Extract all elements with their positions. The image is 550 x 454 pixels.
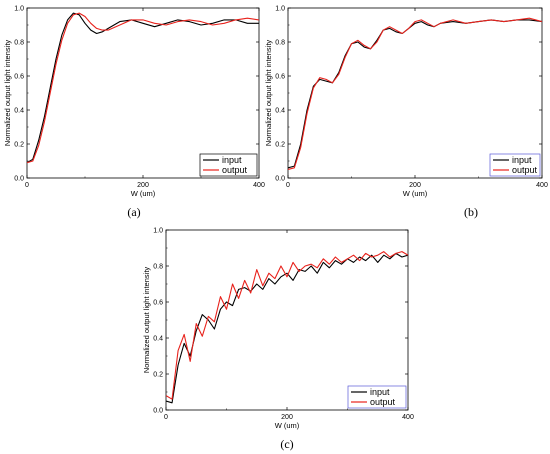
legend-label-input: input [512,155,532,165]
y-tick-label: 0.4 [14,108,24,115]
x-axis-label: W (um) [403,189,428,198]
panel-label: (b) [464,205,478,219]
legend-label-input: input [370,387,390,397]
series-line-output [166,251,408,400]
legend-label-output: output [512,165,538,175]
x-tick-label: 0 [164,414,168,421]
y-tick-label: 0.6 [14,74,24,81]
y-tick-label: 1.0 [275,6,285,13]
legend-label-output: output [222,165,248,175]
y-tick-label: 0.0 [153,408,163,415]
series-line-input [288,19,542,169]
chart-panel-1: 0.0 0.2 0.4 0.6 0.8 1.0 0 200 400 W (um) Normalize… [264,6,548,220]
panel-label: (a) [127,205,140,219]
y-axis-label: Normalized output light intensity [142,267,151,374]
y-tick-label: 0.2 [153,372,163,379]
x-tick-label: 200 [137,182,149,189]
legend-label-output: output [370,397,396,407]
y-axis-label: Normalized output light intensity [264,40,273,147]
series-line-output [288,17,542,171]
x-axis-label: W (um) [131,189,156,198]
y-tick-label: 0.8 [275,40,285,47]
x-axis-label: W (um) [275,421,300,430]
x-tick-label: 400 [536,182,548,189]
series-line-output [27,12,259,164]
y-tick-label: 0.2 [275,142,285,149]
x-tick-label: 400 [253,182,265,189]
y-tick-label: 0.0 [275,176,285,183]
series-line-input [166,252,408,404]
y-tick-label: 0.2 [14,142,24,149]
y-tick-label: 0.4 [153,336,163,343]
y-tick-label: 1.0 [153,228,163,235]
x-tick-label: 200 [409,182,421,189]
x-tick-label: 200 [281,414,293,421]
chart-panel-0: 0.0 0.2 0.4 0.6 0.8 1.0 0 200 400 W (um) Normalize… [3,6,265,220]
y-tick-label: 0.8 [14,40,24,47]
panel-label: (c) [280,437,293,451]
y-tick-label: 0.0 [14,176,24,183]
y-tick-label: 0.6 [275,74,285,81]
legend-label-input: input [222,155,242,165]
plot-frame [26,7,260,179]
x-tick-label: 0 [286,182,290,189]
y-tick-label: 0.8 [153,264,163,271]
y-tick-label: 0.4 [275,108,285,115]
x-tick-label: 400 [402,414,414,421]
plot-frame [287,7,543,179]
x-tick-label: 0 [25,182,29,189]
chart-panel-2: 0.0 0.2 0.4 0.6 0.8 1.0 0 200 400 W (um) Normalize… [142,228,414,452]
series-line-input [27,12,259,164]
y-tick-label: 0.6 [153,300,163,307]
y-tick-label: 1.0 [14,6,24,13]
y-axis-label: Normalized output light intensity [3,40,12,147]
